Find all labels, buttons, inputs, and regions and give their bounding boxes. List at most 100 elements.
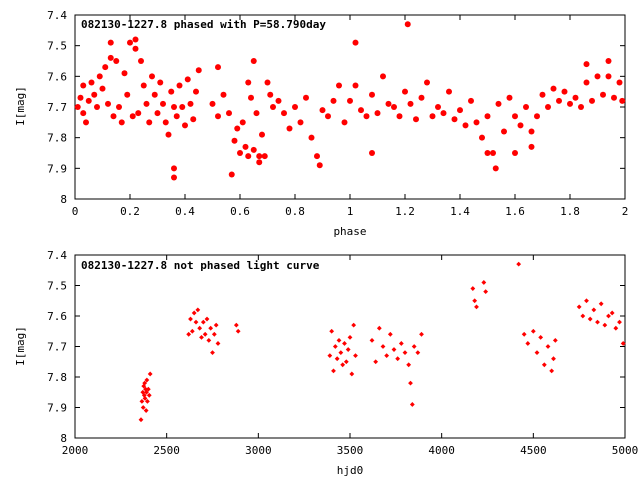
phased-data-point xyxy=(102,64,109,71)
phased-data-point xyxy=(600,91,606,98)
phased-data-point xyxy=(127,39,133,46)
phased-data-point xyxy=(506,94,513,101)
phased-data-point xyxy=(209,100,216,107)
phased-data-point xyxy=(380,73,386,80)
phased-data-point xyxy=(107,54,114,61)
unphased-data-point xyxy=(552,338,558,343)
unphased-data-point xyxy=(409,402,415,407)
phased-data-point xyxy=(292,104,298,110)
phased-data-point xyxy=(248,94,254,101)
phased-data-point xyxy=(512,150,518,156)
unphased-data-point xyxy=(345,347,351,352)
phased-data-points xyxy=(74,21,626,181)
unphased-data-point xyxy=(140,405,146,410)
unphased-y-ticks: 7.4 7.5 7.6 7.7 7.8 7.9 8 xyxy=(47,249,625,445)
phased-data-point xyxy=(462,122,469,129)
phased-data-point xyxy=(256,153,263,160)
phased-data-point xyxy=(435,104,441,110)
phased-data-point xyxy=(556,97,562,104)
phased-data-point xyxy=(85,97,92,104)
unphased-data-point xyxy=(235,328,241,334)
unphased-data-point xyxy=(191,310,197,316)
unphased-y-tick-label: 7.5 xyxy=(47,280,67,293)
phased-plot-frame xyxy=(74,14,626,200)
unphased-data-point xyxy=(189,328,195,334)
phased-data-point xyxy=(572,94,579,101)
phased-data-point xyxy=(303,94,309,101)
phased-data-point xyxy=(80,110,87,117)
unphased-data-point xyxy=(193,319,199,325)
phased-data-point xyxy=(250,58,257,64)
phased-data-point xyxy=(182,122,188,129)
unphased-data-point xyxy=(595,319,600,325)
unphased-data-point xyxy=(332,344,338,349)
phased-data-point xyxy=(369,91,375,98)
phased-data-point xyxy=(316,162,323,169)
phased-data-point xyxy=(534,113,540,120)
phased-data-point xyxy=(490,150,496,156)
phased-data-point xyxy=(402,88,408,95)
unphased-data-point xyxy=(206,338,212,343)
unphased-data-point xyxy=(213,322,219,328)
phased-data-point xyxy=(74,104,81,110)
phased-x-tick-label: 1 xyxy=(347,205,354,218)
phased-data-point xyxy=(96,73,103,80)
phased-data-point xyxy=(429,113,436,120)
unphased-data-points xyxy=(138,261,626,423)
phased-data-point xyxy=(369,150,375,156)
unphased-y-tick-label: 7.6 xyxy=(47,310,67,323)
unphased-data-point xyxy=(233,322,239,328)
unphased-data-point xyxy=(147,371,153,377)
unphased-data-point xyxy=(146,392,152,398)
unphased-data-point xyxy=(188,316,193,322)
phased-x-tick-label: 0.2 xyxy=(120,205,140,218)
phased-data-point xyxy=(94,104,100,110)
phased-data-point xyxy=(267,91,274,98)
phased-data-point xyxy=(253,110,260,117)
unphased-data-point xyxy=(576,304,582,310)
unphased-x-tick-label: 5000 xyxy=(612,444,639,457)
phased-data-point xyxy=(138,58,144,64)
unphased-data-point xyxy=(195,307,201,313)
unphased-data-point xyxy=(521,331,527,337)
unphased-data-point xyxy=(541,362,547,368)
unphased-data-point xyxy=(327,353,333,359)
phased-data-point xyxy=(347,97,353,104)
unphased-data-point xyxy=(215,341,221,346)
phased-x-axis-title: phase xyxy=(333,225,366,238)
phased-data-point xyxy=(245,153,252,160)
phased-data-point xyxy=(446,88,452,95)
phased-data-point xyxy=(352,39,359,46)
phased-y-tick-label: 7.9 xyxy=(47,162,67,175)
phased-data-point xyxy=(374,110,381,117)
phased-data-point xyxy=(80,82,87,89)
phased-data-point xyxy=(99,85,106,92)
phased-data-point xyxy=(146,119,153,126)
unphased-y-tick-label: 7.9 xyxy=(47,402,67,415)
phased-data-point xyxy=(440,110,447,117)
unphased-data-point xyxy=(551,356,556,362)
phased-data-point xyxy=(83,119,89,126)
unphased-data-point xyxy=(380,344,386,349)
phased-data-point xyxy=(611,94,617,101)
unphased-data-point xyxy=(598,301,604,307)
unphased-data-point xyxy=(609,310,615,316)
phased-data-point xyxy=(330,97,337,104)
unphased-x-tick-label: 2000 xyxy=(62,444,89,457)
phased-data-point xyxy=(256,159,263,166)
phased-data-point xyxy=(319,107,326,114)
unphased-data-point xyxy=(145,386,151,392)
unphased-data-point xyxy=(617,319,622,325)
unphased-data-point xyxy=(620,341,626,346)
unphased-data-point xyxy=(402,350,408,355)
phased-data-point xyxy=(281,110,287,117)
phased-data-point xyxy=(129,113,136,120)
unphased-plot-title: 082130-1227.8 not phased light curve xyxy=(81,259,320,272)
phased-x-tick-label: 1.4 xyxy=(450,205,470,218)
unphased-data-point xyxy=(338,350,344,355)
phased-data-point xyxy=(239,119,246,126)
unphased-y-tick-label: 7.4 xyxy=(47,249,67,262)
phased-data-point xyxy=(245,79,252,86)
unphased-data-point xyxy=(587,316,593,322)
